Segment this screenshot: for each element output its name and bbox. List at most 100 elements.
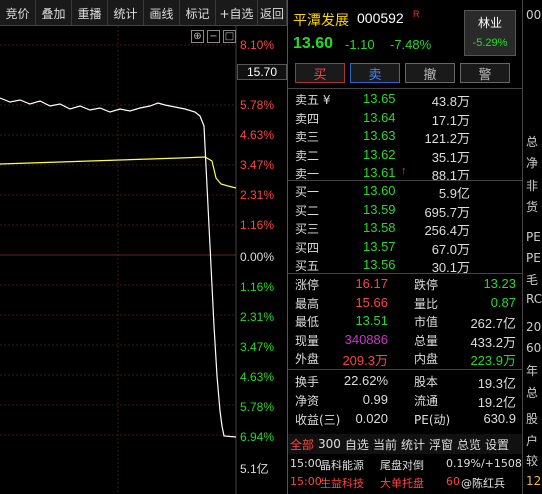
- order-volume: 121.2万: [424, 131, 470, 146]
- watermark: @陈红兵: [461, 475, 505, 491]
- order-book-row[interactable]: 买一 13.60 5.9亿: [288, 183, 522, 201]
- toolbar-button[interactable]: 统计: [108, 0, 144, 26]
- order-level-label: 卖四: [295, 111, 320, 126]
- pct-axis-label: 4.63%: [240, 370, 275, 384]
- stat-row: 现量 340886 总量 433.2万: [288, 332, 522, 350]
- stat-label: 量比: [414, 296, 439, 311]
- stat-value: 0.020: [355, 411, 388, 426]
- ticker-event: 大单托盘: [380, 477, 424, 490]
- intraday-chart[interactable]: ⊕ − □ 8.10% 5.78% 4.63% 3.47% 2.31% 1.16% 0.00% 1…: [0, 26, 287, 494]
- ticker-row[interactable]: 15:00 晶科能源 尾盘对倒 0.19%/+1508: [288, 457, 522, 473]
- bottom-tab[interactable]: 当前: [372, 437, 397, 452]
- side-info-text: 较: [526, 454, 539, 468]
- pct-axis-label: 1.16%: [240, 280, 275, 294]
- toolbar-button[interactable]: 叠加: [36, 0, 72, 26]
- alert-button[interactable]: 警: [460, 63, 510, 83]
- order-level-label: 买三: [295, 222, 320, 236]
- side-info-column: 00 总净非货 PE PE 毛 RC 20 60 年总股户较 12: [522, 0, 542, 494]
- stat-label: 股本: [414, 375, 439, 389]
- toolbar-button[interactable]: +自选: [216, 0, 258, 26]
- stat-row: 最高 15.66 量比 0.87: [288, 295, 522, 313]
- stat-value: 433.2万: [470, 334, 516, 350]
- bottom-tab[interactable]: 全部: [290, 437, 315, 452]
- order-book-row[interactable]: 卖三 13.63 121.2万: [288, 128, 522, 146]
- stat-label: 收益(三): [295, 413, 341, 427]
- order-level-label: 买四: [295, 240, 320, 255]
- order-level-label: 卖三: [295, 130, 320, 144]
- order-book-row[interactable]: 买四 13.57 67.0万: [288, 238, 522, 257]
- toolbar-button[interactable]: 返回: [258, 0, 287, 26]
- order-book-row[interactable]: 买三 13.58 256.4万: [288, 220, 522, 238]
- stat-value: 22.62%: [343, 373, 388, 388]
- sector-change: -5.29%: [472, 37, 508, 49]
- toolbar-button[interactable]: 画线: [144, 0, 180, 26]
- trade-buttons: 买 卖 撤 警: [295, 63, 510, 83]
- side-info-text: RC: [526, 292, 542, 306]
- toolbar-button[interactable]: 重播: [72, 0, 108, 26]
- side-info-text: 股: [526, 412, 539, 426]
- ticker-time: 15:00: [290, 457, 322, 470]
- toolbar-button[interactable]: 标记: [180, 0, 216, 26]
- ticker-row[interactable]: 15:00 生益科技 大单托盘 60: [288, 475, 522, 491]
- pct-axis-label: 0.00%: [240, 250, 275, 264]
- order-book-row[interactable]: 卖四 13.64 17.1万: [288, 110, 522, 128]
- stock-name[interactable]: 平潭发展: [293, 13, 349, 29]
- stock-code: 000592: [357, 10, 404, 26]
- toolbar-button[interactable]: 竞价: [0, 0, 36, 26]
- cancel-order-button[interactable]: 撤: [405, 63, 455, 83]
- chart-control-icon[interactable]: ⊕: [191, 30, 204, 43]
- stat-value: 15.66: [355, 294, 388, 310]
- bottom-tab[interactable]: 统计: [400, 437, 425, 452]
- sector-box[interactable]: 林业 -5.29%: [464, 10, 516, 56]
- pct-axis-label: 6.94%: [240, 430, 275, 444]
- bottom-tab[interactable]: 300: [318, 437, 341, 451]
- order-price: 13.61: [363, 165, 396, 180]
- order-volume: 67.0万: [431, 241, 470, 257]
- quote-panel: 平潭发展 000592 R 13.60 -1.10 -7.48% 林业 -5.2…: [288, 0, 522, 494]
- chart-control-icon[interactable]: −: [207, 30, 220, 43]
- sell-button[interactable]: 卖: [350, 63, 400, 83]
- chart-toolbar: 竞价 叠加 重播 统计 画线 标记 +自选 返回: [0, 0, 287, 26]
- panel-divider: [287, 0, 288, 494]
- ticker-name: 生益科技: [320, 477, 364, 490]
- stat-label: 流通: [414, 394, 439, 408]
- pct-axis-label: 3.47%: [240, 158, 275, 172]
- pct-axis-label: 2.31%: [240, 310, 275, 324]
- order-volume: 30.1万: [431, 260, 470, 275]
- stat-value: 16.17: [355, 276, 388, 291]
- bottom-tab[interactable]: 总览: [456, 437, 481, 452]
- order-book-row[interactable]: 买五 13.56 30.1万: [288, 257, 522, 275]
- ticker-event: 尾盘对倒: [380, 459, 424, 472]
- pct-axis-label: 5.78%: [240, 98, 275, 112]
- side-info-text: 总: [526, 386, 539, 400]
- order-volume: 88.1万: [431, 168, 470, 183]
- stat-label: 跌停: [414, 278, 439, 292]
- bottom-tab[interactable]: 自选: [344, 437, 369, 452]
- order-volume: 5.9亿: [438, 186, 470, 201]
- stat-label: 净资: [295, 394, 320, 408]
- stat-value: 340886: [344, 331, 388, 347]
- side-info-text: PE: [526, 251, 541, 265]
- bottom-tab[interactable]: 设置: [485, 437, 510, 452]
- side-info-text: PE: [526, 230, 541, 244]
- order-price: 13.57: [363, 238, 396, 254]
- bottom-tab[interactable]: 浮窗: [428, 437, 453, 452]
- chart-mini-icons: ⊕ − □: [191, 30, 236, 43]
- buy-button[interactable]: 买: [295, 63, 345, 83]
- order-level-label: 卖五 ¥: [295, 93, 331, 107]
- side-info-text: 12: [526, 474, 542, 488]
- order-book-row[interactable]: 卖一 13.61 ↑ 88.1万: [288, 165, 522, 183]
- up-arrow-icon: ↑: [401, 165, 407, 177]
- stat-label: 最低: [295, 315, 320, 329]
- order-volume: 256.4万: [424, 223, 470, 238]
- chart-control-icon[interactable]: □: [223, 30, 236, 43]
- side-info-text: 60: [526, 341, 542, 355]
- stat-value: 19.3亿: [477, 376, 516, 391]
- last-price: 13.60: [293, 35, 334, 52]
- order-book-row[interactable]: 卖五 ¥ 13.65 43.8万: [288, 91, 522, 109]
- stat-label: 涨停: [295, 278, 320, 292]
- order-book-row[interactable]: 买二 13.59 695.7万: [288, 202, 522, 220]
- stat-value: 13.51: [355, 313, 388, 328]
- order-book-row[interactable]: 卖二 13.62 35.1万: [288, 147, 522, 165]
- stat-label: 换手: [295, 375, 320, 389]
